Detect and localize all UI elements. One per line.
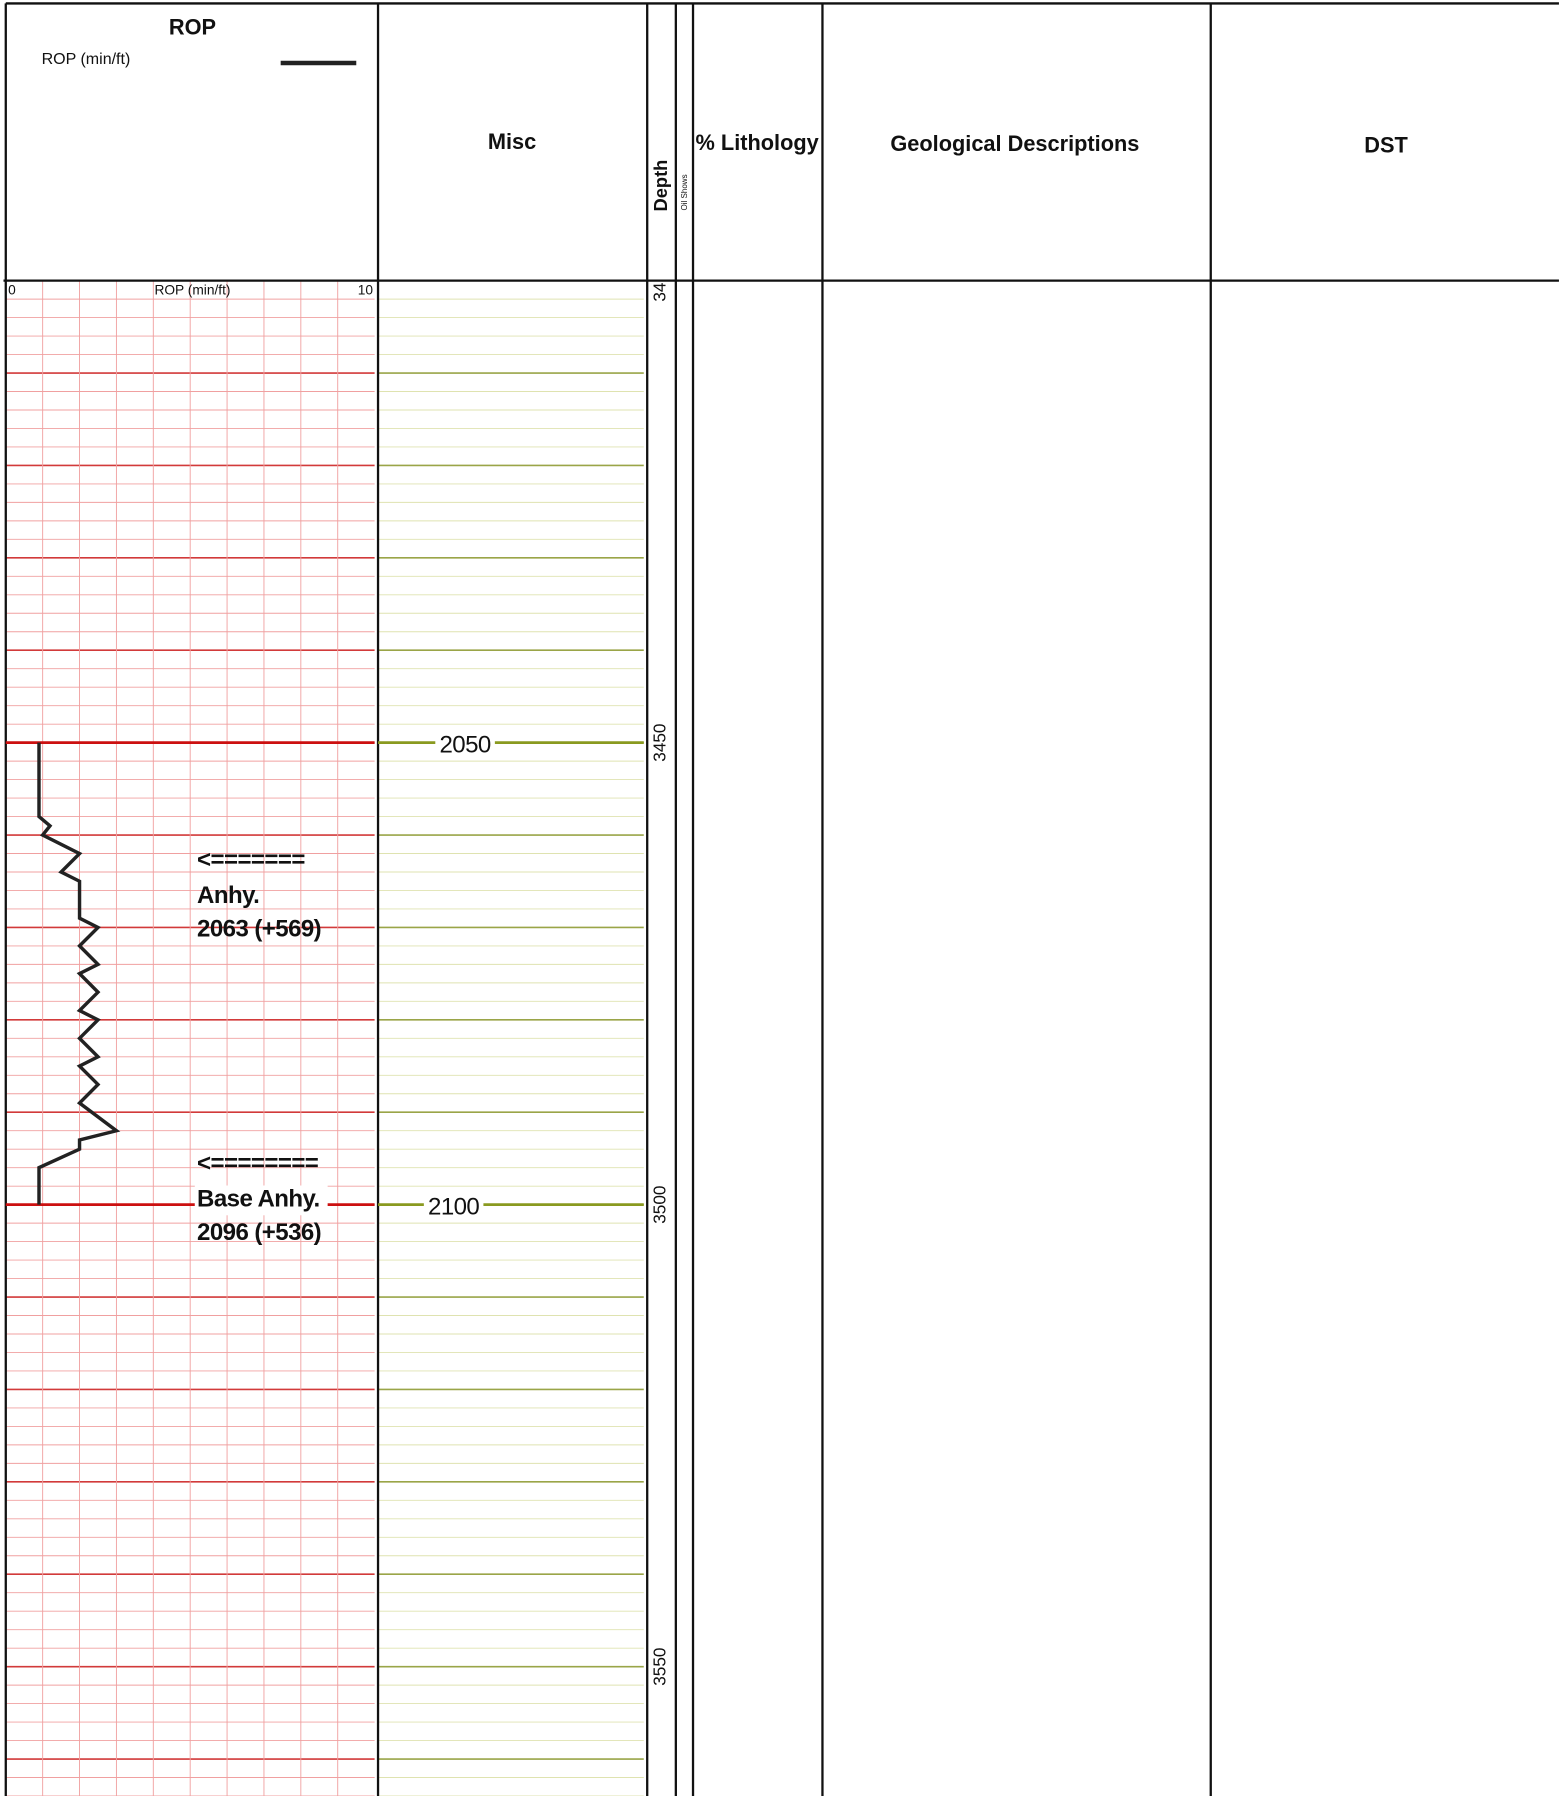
annotation: Base Anhy.	[197, 1186, 320, 1213]
column-header: % Lithology	[696, 130, 819, 155]
label-bg	[194, 1185, 328, 1216]
annotation: <=======	[197, 847, 305, 874]
column-header: Depth	[650, 160, 671, 212]
column-header: Oil Shows	[680, 174, 689, 210]
track-title: ROP	[169, 14, 216, 39]
y2-tick-label: 34	[649, 282, 669, 302]
annotation: Anhy.	[197, 882, 259, 909]
y2-tick-label: 3500	[649, 1186, 669, 1224]
column-header: Misc	[488, 129, 536, 154]
y-tick-label: 2100	[428, 1193, 479, 1220]
annotation: 2096 (+536)	[197, 1219, 321, 1246]
grid	[5, 279, 644, 1796]
legend-label: ROP (min/ft)	[42, 50, 131, 68]
column-header: Geological Descriptions	[890, 131, 1139, 156]
x-axis-label: ROP (min/ft)	[154, 283, 230, 298]
rop-curve	[37, 742, 121, 1205]
label-bg	[423, 1190, 484, 1219]
track-borders	[3, 2, 1559, 1796]
y2-tick-label: 3550	[649, 1648, 669, 1686]
label-bg	[435, 728, 495, 757]
x-tick-label: 10	[358, 283, 374, 298]
y2-tick-label: 3450	[649, 724, 669, 762]
y-tick-label: 2050	[439, 731, 490, 758]
marks: 0 10 2050 2100 34 3450 3500 3550 <======= Anhy. 20…	[5, 282, 669, 1686]
x-tick-label: 0	[8, 283, 16, 298]
annotation: <========	[197, 1150, 319, 1177]
annotation: 2063 (+569)	[197, 915, 321, 942]
column-header: DST	[1364, 132, 1408, 157]
